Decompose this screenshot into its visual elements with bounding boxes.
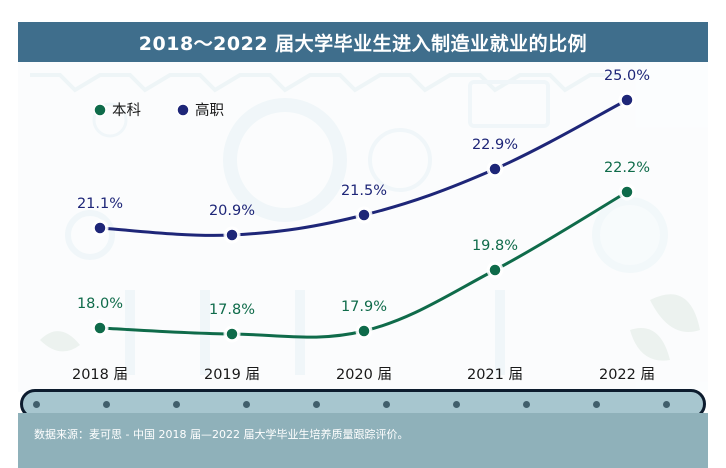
- conveyor-bolt: [593, 401, 600, 408]
- data-point: [620, 93, 634, 107]
- x-tick-label: 2021 届: [467, 367, 523, 383]
- data-point: [93, 221, 107, 235]
- data-point: [357, 324, 371, 338]
- conveyor-bolt: [523, 401, 530, 408]
- x-axis: 2018 届 2019 届 2020 届 2021 届 2022 届: [72, 367, 655, 383]
- conveyor-bolt: [453, 401, 460, 408]
- series-layer: 18.0% 17.8% 17.9% 19.8% 22.2% 21.1% 20.9% 21.5%…: [77, 68, 650, 343]
- legend-label: 高职: [195, 102, 224, 119]
- data-label: 17.9%: [341, 299, 387, 315]
- series-benke: 18.0% 17.8% 17.9% 19.8% 22.2%: [77, 160, 650, 343]
- x-tick-label: 2020 届: [336, 367, 392, 383]
- data-label: 20.9%: [209, 203, 255, 219]
- footer: 数据来源：麦可思 - 中国 2018 届—2022 届大学毕业生培养质量跟踪评价…: [18, 413, 708, 468]
- data-point: [93, 321, 107, 335]
- data-label: 21.1%: [77, 196, 123, 212]
- conveyor-bolt: [173, 401, 180, 408]
- legend: 本科 高职: [93, 102, 224, 119]
- legend-marker: [93, 103, 107, 117]
- data-label: 17.8%: [209, 302, 255, 318]
- conveyor-bolt: [243, 401, 250, 408]
- data-point: [620, 185, 634, 199]
- data-label: 21.5%: [341, 183, 387, 199]
- source-note: 数据来源：麦可思 - 中国 2018 届—2022 届大学毕业生培养质量跟踪评价…: [34, 428, 409, 441]
- series-gaozhi: 21.1% 20.9% 21.5% 22.9% 25.0%: [77, 68, 650, 244]
- data-point: [225, 228, 239, 242]
- x-tick-label: 2019 届: [204, 367, 260, 383]
- legend-marker: [176, 103, 190, 117]
- x-tick-label: 2018 届: [72, 367, 128, 383]
- data-label: 19.8%: [472, 238, 518, 254]
- legend-label: 本科: [112, 102, 141, 119]
- data-point: [488, 162, 502, 176]
- conveyor-bolt: [103, 401, 110, 408]
- data-label: 25.0%: [604, 68, 650, 84]
- chart-title: 2018～2022 届大学毕业生进入制造业就业的比例: [18, 22, 708, 62]
- conveyor-bolt: [313, 401, 320, 408]
- data-label: 18.0%: [77, 296, 123, 312]
- x-tick-label: 2022 届: [599, 367, 655, 383]
- data-label: 22.9%: [472, 137, 518, 153]
- data-point: [488, 263, 502, 277]
- conveyor-bolt: [663, 401, 670, 408]
- data-point: [225, 327, 239, 341]
- data-point: [357, 208, 371, 222]
- data-label: 22.2%: [604, 160, 650, 176]
- conveyor-bolt: [33, 401, 40, 408]
- conveyor-bolt: [383, 401, 390, 408]
